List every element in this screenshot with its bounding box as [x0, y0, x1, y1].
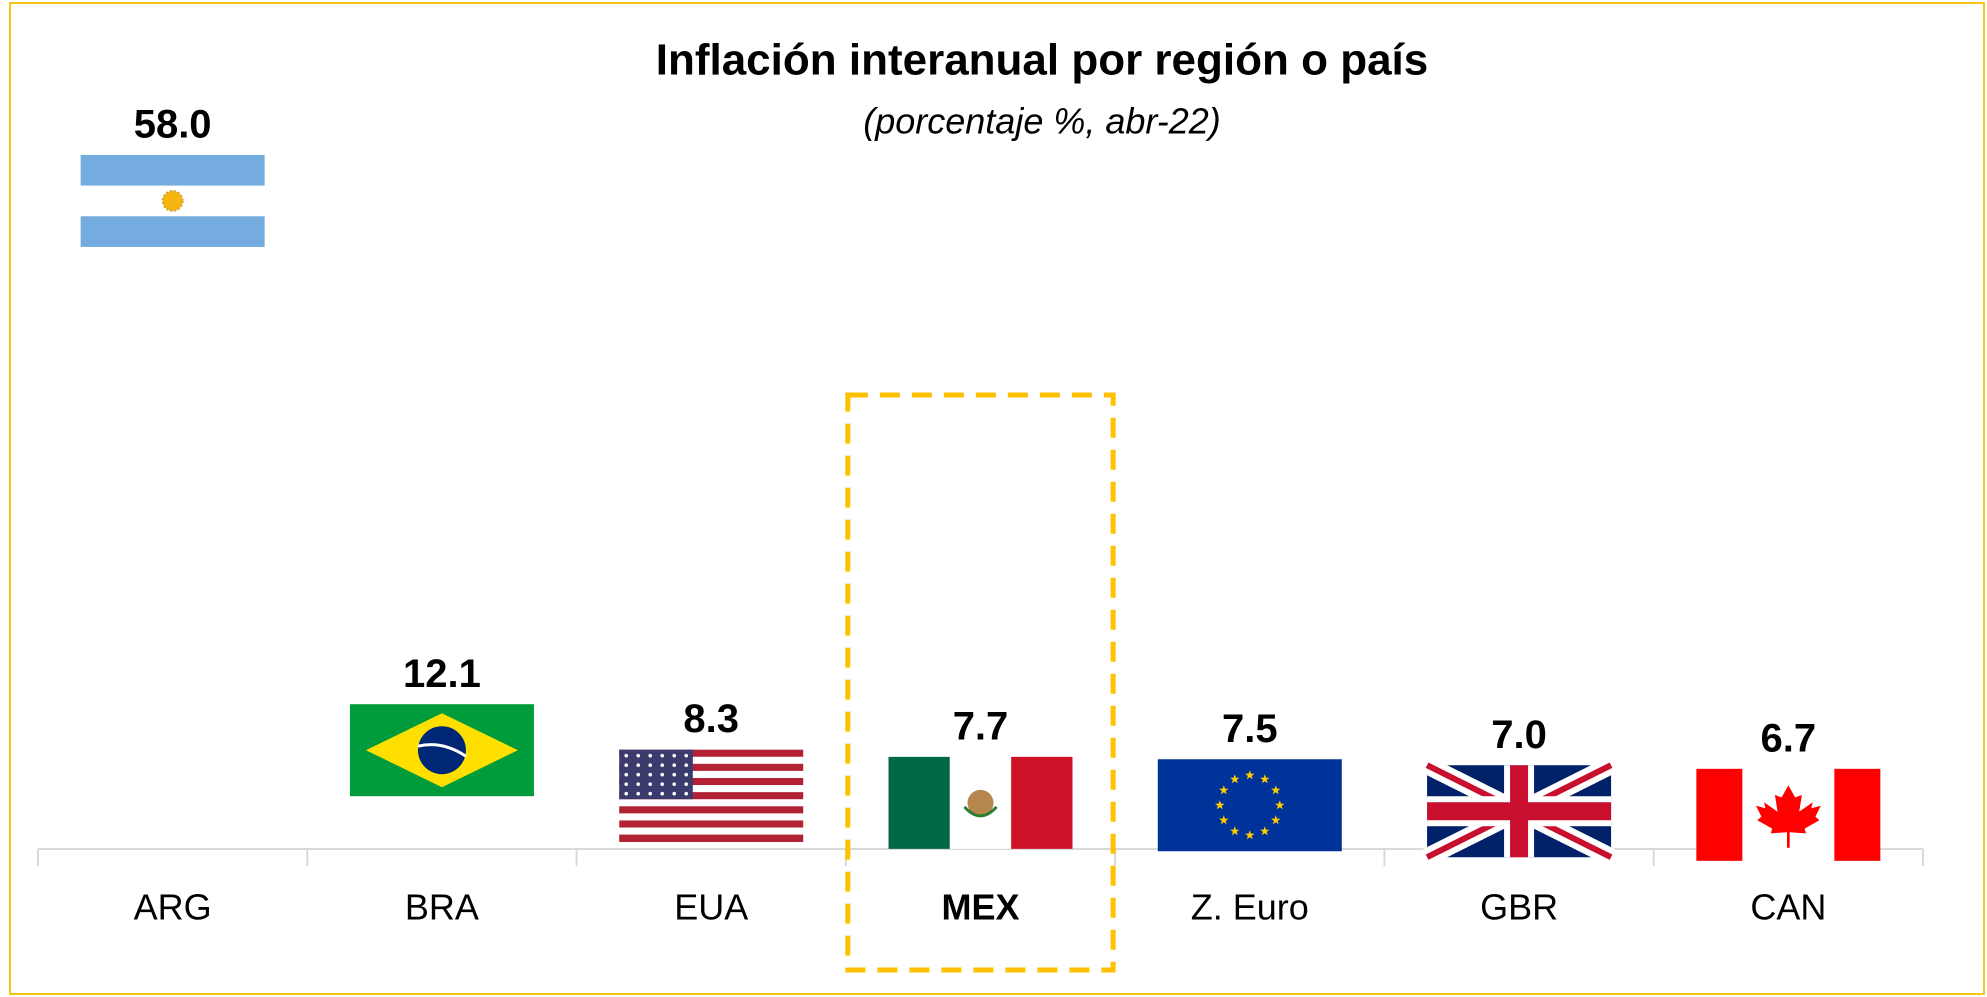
flag-star — [636, 791, 641, 796]
flag-leaf — [1756, 785, 1821, 848]
flag-star — [636, 753, 641, 758]
flag-star — [648, 753, 653, 758]
flag-star — [684, 772, 689, 777]
flag-stripe — [619, 770, 804, 779]
value-label: 7.5 — [1222, 707, 1278, 751]
chart-subtitle: (porcentaje %, abr-22) — [863, 101, 1221, 142]
flag-stripe — [888, 756, 950, 849]
flag-star — [684, 753, 689, 758]
flag-star — [624, 772, 629, 777]
flag-star — [648, 782, 653, 786]
flag-star — [660, 753, 665, 758]
flag-star — [684, 782, 689, 786]
flag-globe — [417, 726, 466, 775]
star — [1219, 785, 1229, 795]
flag-stripe — [619, 777, 804, 786]
flag-star — [684, 791, 689, 796]
frame — [9, 2, 1985, 995]
flag-stripe — [80, 216, 265, 247]
highlight-box — [845, 392, 1116, 973]
flag-stripe — [619, 792, 804, 800]
flag-sun — [161, 189, 184, 212]
flag-canton — [619, 749, 693, 800]
bar — [1157, 759, 1342, 852]
flag-stripe — [619, 749, 804, 758]
x-tick-label: ARG — [134, 887, 212, 928]
flag-star — [672, 753, 677, 758]
flag-star — [648, 772, 653, 777]
flag-wreath — [963, 805, 998, 818]
star — [1230, 774, 1240, 784]
flag-emblem — [967, 789, 994, 816]
flag-stripe — [619, 763, 804, 772]
star — [1245, 830, 1255, 840]
flag-stripe — [619, 785, 804, 793]
x-tick-label: MEX — [941, 887, 1019, 928]
x-tick-label: Z. Euro — [1191, 887, 1309, 928]
flag-stripe — [619, 813, 804, 821]
flag-star — [672, 763, 677, 767]
bar — [80, 154, 265, 247]
flag-star — [660, 772, 665, 777]
star — [1215, 800, 1225, 810]
x-tick-label: EUA — [674, 887, 748, 928]
flag-star — [684, 763, 689, 767]
flag-star — [660, 791, 665, 796]
bar — [888, 756, 1073, 849]
flag-stripe — [619, 827, 804, 835]
flag-star — [624, 753, 629, 758]
value-label: 7.0 — [1491, 713, 1547, 757]
flag-stripe — [619, 834, 804, 842]
bar — [1696, 768, 1881, 861]
flag-star — [672, 772, 677, 777]
star — [1245, 770, 1255, 780]
flag-star — [648, 763, 653, 767]
x-tick-label: BRA — [405, 887, 479, 928]
flag-star — [660, 763, 665, 767]
flag-cross — [1427, 802, 1612, 821]
bar — [619, 749, 804, 842]
value-label: 12.1 — [403, 652, 481, 696]
flag-star — [624, 763, 629, 767]
flag-star — [624, 791, 629, 796]
flag-stripe — [1696, 768, 1743, 861]
flag-stripe — [1011, 756, 1073, 849]
flag-star — [636, 763, 641, 767]
star — [1230, 826, 1240, 836]
flag-star — [672, 782, 677, 786]
x-tick-label: CAN — [1750, 887, 1826, 928]
star — [1219, 815, 1229, 825]
star — [1271, 785, 1281, 795]
bar — [1423, 757, 1616, 866]
value-label: 7.7 — [953, 704, 1009, 748]
flag-star — [636, 772, 641, 777]
star — [1275, 800, 1285, 810]
flag-stripe — [1834, 768, 1881, 861]
star — [1271, 815, 1281, 825]
flag-star — [660, 782, 665, 786]
flag-band — [417, 743, 467, 758]
flag-stripe — [619, 756, 804, 765]
flag-star — [636, 782, 641, 786]
value-label: 6.7 — [1761, 716, 1817, 760]
star — [1260, 774, 1270, 784]
star — [1260, 826, 1270, 836]
flag-stripe — [80, 154, 265, 186]
flag-stripe — [619, 820, 804, 828]
chart-title: Inflación interanual por región o país — [656, 36, 1429, 85]
value-label: 58.0 — [134, 102, 212, 146]
flag-stripe — [619, 806, 804, 814]
flag-star — [672, 791, 677, 796]
flag-stripe — [619, 799, 804, 807]
bar — [349, 704, 534, 797]
flag-star — [624, 782, 629, 786]
value-label: 8.3 — [683, 697, 739, 741]
flag-star — [648, 791, 653, 796]
x-tick-label: GBR — [1480, 887, 1558, 928]
